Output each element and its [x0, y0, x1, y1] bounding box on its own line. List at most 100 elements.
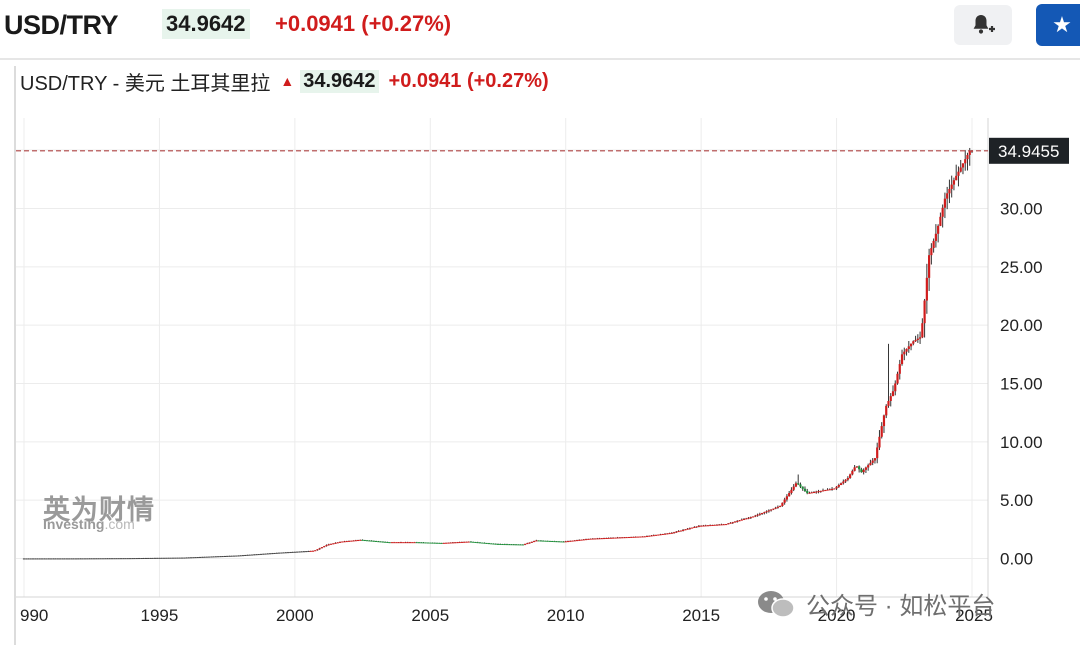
candle-body	[815, 491, 818, 493]
candle-body	[176, 557, 179, 559]
candle-body	[463, 541, 466, 543]
candle-body	[878, 436, 881, 448]
candle-body	[341, 541, 344, 543]
candle-body	[571, 540, 574, 542]
candle-body	[839, 483, 843, 485]
candle-body	[569, 540, 572, 542]
candle-body	[955, 175, 958, 181]
candle-body	[654, 534, 658, 536]
candle-body	[548, 540, 552, 542]
y-tick-label: 30.00	[1000, 200, 1043, 219]
candle-body	[855, 466, 858, 468]
candle-body	[77, 558, 80, 560]
candle-body	[905, 348, 908, 352]
watermark-logo-en: Investing.com	[43, 516, 135, 532]
candle-body	[147, 557, 150, 559]
candle-body	[201, 556, 204, 558]
candle-body	[871, 460, 874, 463]
candle-body	[402, 542, 405, 544]
candle-body	[250, 554, 254, 556]
candle-body	[104, 558, 107, 560]
candle-body	[81, 558, 84, 560]
candle-body	[663, 533, 667, 535]
source-tag: 公众号 · 如松平台	[756, 586, 995, 621]
candle-body	[928, 255, 931, 278]
candle-body	[851, 470, 854, 475]
candle-body	[801, 486, 804, 489]
candle-body	[779, 506, 782, 507]
candle-body	[375, 541, 378, 542]
candle-body	[745, 518, 748, 520]
candle-body	[289, 552, 292, 554]
candle-body	[492, 543, 495, 545]
candle-body	[675, 531, 678, 533]
candle-body	[616, 537, 619, 539]
candle-body	[372, 540, 375, 542]
candle-body	[837, 485, 840, 487]
candle-body	[106, 558, 109, 560]
candle-body	[36, 558, 39, 560]
candle-body	[124, 558, 127, 560]
candle-body	[235, 555, 238, 557]
candle-body	[957, 171, 960, 176]
candle-body	[435, 542, 439, 544]
candle-body	[354, 540, 357, 542]
candle-body	[860, 469, 863, 473]
candle-body	[334, 542, 337, 544]
candle-body	[781, 502, 784, 506]
price-change: +0.0941 (+0.27%)	[275, 11, 452, 36]
candle-body	[363, 540, 366, 542]
candle-body	[562, 541, 565, 543]
candle-body	[368, 540, 371, 542]
candle-body	[709, 525, 712, 527]
watchlist-star-button[interactable]: ★	[1036, 4, 1080, 46]
candle-body	[284, 552, 287, 554]
candle-body	[645, 536, 649, 538]
candle-body	[830, 488, 834, 490]
candle-body	[937, 225, 940, 234]
candle-body	[408, 542, 412, 544]
candle-body	[952, 180, 956, 185]
candle-body	[144, 557, 147, 559]
candle-body	[889, 396, 892, 401]
candle-body	[406, 542, 409, 544]
candle-body	[535, 540, 538, 542]
candle-body	[487, 543, 491, 545]
candle-body	[485, 542, 488, 544]
candle-body	[819, 490, 822, 492]
candle-body	[189, 557, 193, 559]
candle-body	[476, 542, 479, 544]
candle-body	[501, 544, 504, 546]
candle-body	[478, 542, 482, 544]
candle-body	[257, 554, 260, 556]
candle-body	[652, 535, 655, 537]
candle-body	[643, 536, 646, 538]
candle-body	[131, 558, 134, 560]
add-alert-button[interactable]	[954, 5, 1012, 45]
candle-body	[600, 538, 603, 540]
candle-body	[770, 509, 773, 511]
candle-body	[305, 551, 308, 553]
candle-body	[636, 536, 640, 538]
candle-body	[108, 558, 111, 560]
candle-body	[158, 557, 161, 559]
candle-body	[900, 354, 904, 365]
candle-body	[359, 539, 362, 541]
candle-body	[650, 535, 653, 537]
candle-body	[964, 159, 967, 164]
candle-body	[426, 542, 430, 544]
candle-body	[614, 537, 617, 539]
candle-body	[180, 557, 184, 559]
candle-body	[217, 556, 220, 558]
candle-body	[404, 542, 407, 544]
candle-body	[776, 506, 779, 508]
candle-body	[115, 558, 118, 560]
candle-body	[244, 555, 247, 556]
candle-body	[135, 558, 138, 560]
candle-body	[388, 542, 391, 544]
candle-body	[327, 544, 330, 546]
candle-body	[365, 540, 369, 542]
candle-body	[754, 515, 757, 517]
candle-body	[533, 541, 536, 543]
